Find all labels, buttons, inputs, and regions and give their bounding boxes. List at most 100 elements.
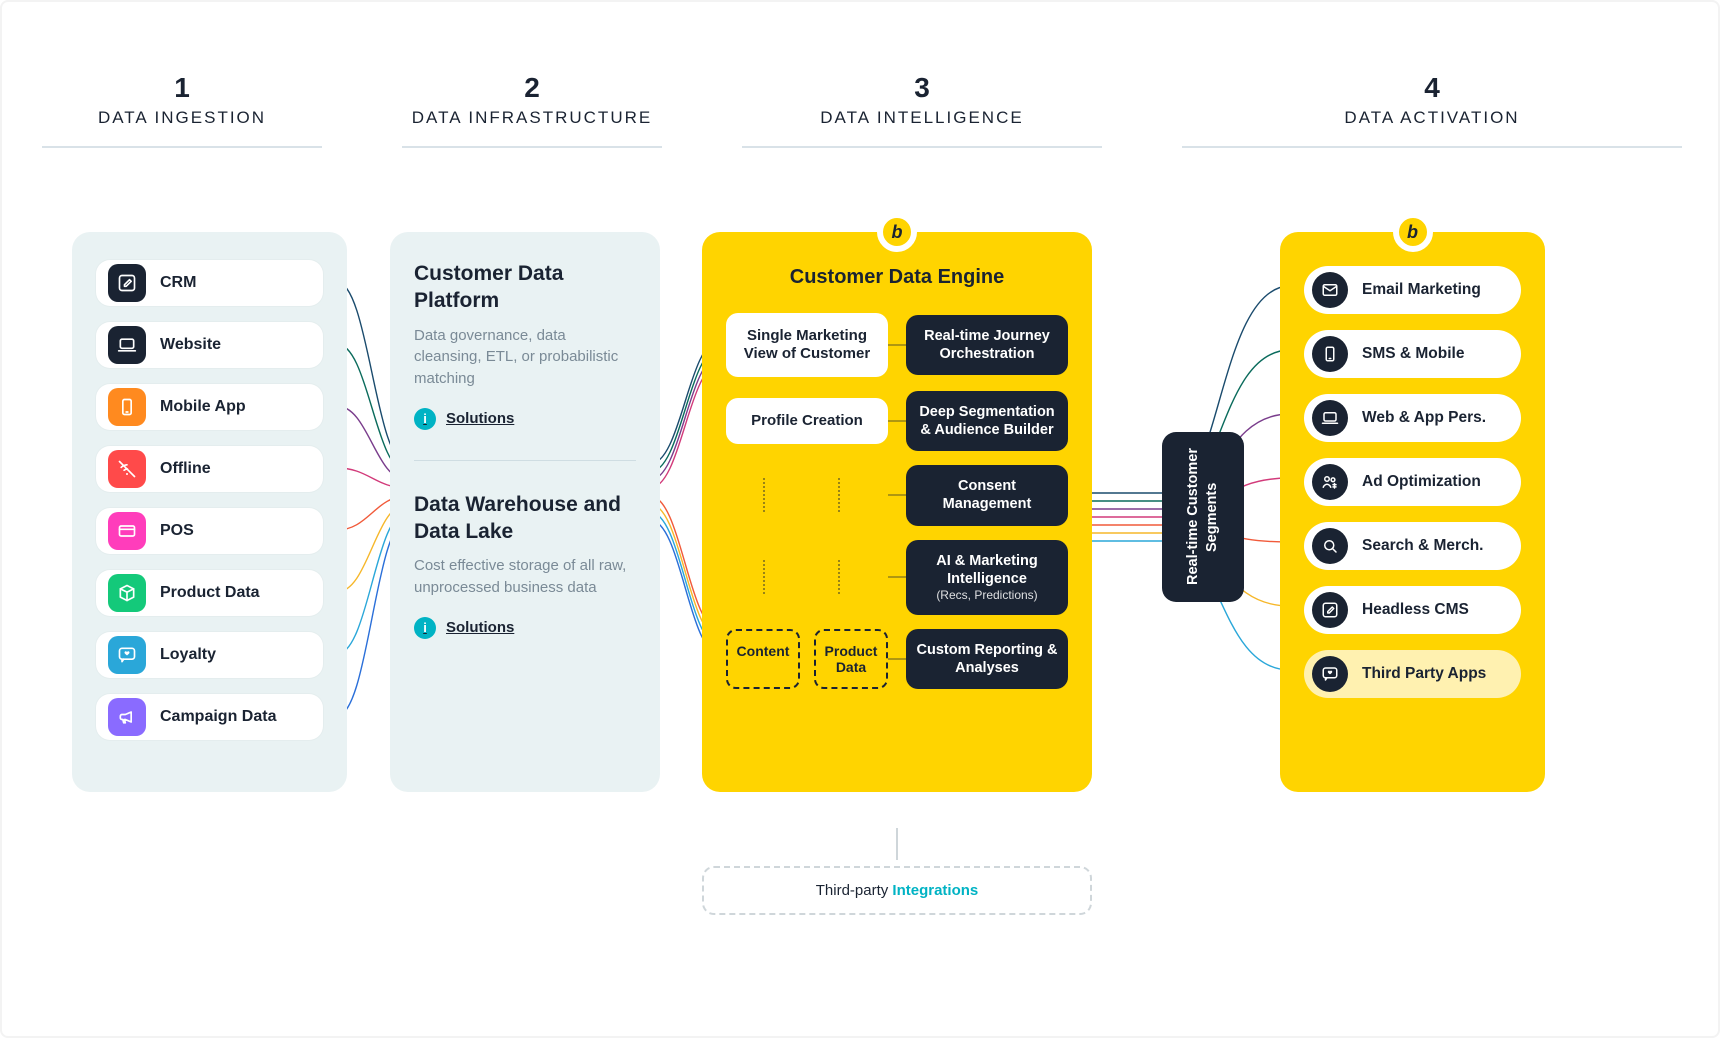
engine-right-box: Deep Segmentation & Audience Builder <box>906 391 1068 451</box>
engine-grid: Single Marketing View of CustomerReal-ti… <box>726 313 1068 689</box>
column-head: 4 DATA ACTIVATION <box>1142 72 1720 162</box>
cdp-solutions-label: Solutions <box>446 410 514 427</box>
activation-channel-label: Search & Merch. <box>1362 537 1483 555</box>
column-rule <box>42 146 322 148</box>
laptop-icon <box>1312 400 1348 436</box>
people-money-icon <box>1312 464 1348 500</box>
ingestion-source-label: Loyalty <box>160 646 216 664</box>
stage-intelligence: b Customer Data Engine Single Marketing … <box>702 232 1092 792</box>
ingestion-source: Campaign Data <box>96 694 323 740</box>
stage-infrastructure: Customer Data Platform Data governance, … <box>390 232 660 792</box>
brand-badge-icon: b <box>1393 212 1433 252</box>
column-label: DATA INFRASTRUCTURE <box>412 108 652 128</box>
laptop-icon <box>108 326 146 364</box>
stage-activation: b Email Marketing SMS & Mobile Web & App… <box>1280 232 1545 792</box>
ingestion-source: Loyalty <box>96 632 323 678</box>
activation-channel: SMS & Mobile <box>1304 330 1521 378</box>
engine-right-box: Custom Reporting & Analyses <box>906 629 1068 689</box>
infra-divider <box>414 460 636 461</box>
column-label: DATA INGESTION <box>98 108 266 128</box>
column-head: 3 DATA INTELLIGENCE <box>702 72 1142 162</box>
column-rule <box>1182 146 1682 148</box>
column-headers: 1 DATA INGESTION 2 DATA INFRASTRUCTURE 3… <box>2 72 1718 162</box>
segments-pill: Real-time Customer Segments <box>1162 432 1244 602</box>
column-rule <box>742 146 1102 148</box>
ingestion-source-label: POS <box>160 522 194 540</box>
activation-channel: Web & App Pers. <box>1304 394 1521 442</box>
activation-channel-label: Headless CMS <box>1362 601 1469 619</box>
activation-channel: Third Party Apps <box>1304 650 1521 698</box>
ingestion-source: Website <box>96 322 323 368</box>
tp-pill: Third-party Integrations <box>702 866 1092 915</box>
engine-connector <box>888 494 906 496</box>
dwh-block: Data Warehouse and Data Lake Cost effect… <box>414 491 636 639</box>
tp-prefix: Third-party <box>816 882 893 899</box>
engine-right-box: Consent Management <box>906 465 1068 525</box>
card-icon <box>108 512 146 550</box>
engine-left-box: Single Marketing View of Customer <box>726 313 888 377</box>
column-number: 4 <box>1424 72 1440 104</box>
ingestion-card: CRM Website Mobile App Offline POS Produ… <box>72 232 347 792</box>
heart-chat-icon <box>1312 656 1348 692</box>
cube-icon <box>108 574 146 612</box>
cdp-block: Customer Data Platform Data governance, … <box>414 260 636 430</box>
info-icon: i <box>414 408 436 430</box>
third-party-integrations: Third-party Integrations <box>702 828 1092 915</box>
cdp-solutions-link[interactable]: i Solutions <box>414 408 636 430</box>
diagram-canvas: 1 DATA INGESTION 2 DATA INFRASTRUCTURE 3… <box>0 0 1720 1038</box>
infrastructure-card: Customer Data Platform Data governance, … <box>390 232 660 792</box>
engine-connector <box>888 344 906 346</box>
search-icon <box>1312 528 1348 564</box>
stage-ingestion: CRM Website Mobile App Offline POS Produ… <box>72 232 347 792</box>
cdp-title: Customer Data Platform <box>414 260 636 315</box>
dwh-solutions-link[interactable]: i Solutions <box>414 617 636 639</box>
column-number: 2 <box>524 72 540 104</box>
column-number: 1 <box>174 72 190 104</box>
engine-dash-box: Content <box>726 629 800 689</box>
engine-dash-box: Product Data <box>814 629 888 689</box>
ingestion-source: Product Data <box>96 570 323 616</box>
activation-channel-label: Third Party Apps <box>1362 665 1486 683</box>
engine-vertical-connector <box>726 560 888 594</box>
edit-square-icon <box>1312 592 1348 628</box>
engine-vertical-connector <box>726 478 888 512</box>
ingestion-source-label: CRM <box>160 274 196 292</box>
phone-icon <box>1312 336 1348 372</box>
column-rule <box>402 146 662 148</box>
ingestion-source-label: Mobile App <box>160 398 246 416</box>
dwh-title: Data Warehouse and Data Lake <box>414 491 636 546</box>
column-label: DATA INTELLIGENCE <box>820 108 1023 128</box>
ingestion-source: Offline <box>96 446 323 492</box>
ingestion-source-label: Website <box>160 336 221 354</box>
phone-icon <box>108 388 146 426</box>
info-icon: i <box>414 617 436 639</box>
engine-dash-row: ContentProduct Data <box>726 629 888 689</box>
edit-square-icon <box>108 264 146 302</box>
engine-connector <box>888 576 906 578</box>
engine-card: b Customer Data Engine Single Marketing … <box>702 232 1092 792</box>
activation-channel-label: Ad Optimization <box>1362 473 1481 491</box>
ingestion-source: CRM <box>96 260 323 306</box>
engine-connector <box>888 658 906 660</box>
activation-channel-label: Email Marketing <box>1362 281 1481 299</box>
activation-card: b Email Marketing SMS & Mobile Web & App… <box>1280 232 1545 792</box>
column-label: DATA ACTIVATION <box>1344 108 1519 128</box>
ingestion-source-label: Campaign Data <box>160 708 276 726</box>
activation-channel-label: SMS & Mobile <box>1362 345 1464 363</box>
tp-link[interactable]: Integrations <box>892 882 978 899</box>
brand-badge-icon: b <box>877 212 917 252</box>
ingestion-source: Mobile App <box>96 384 323 430</box>
wifi-off-icon <box>108 450 146 488</box>
heart-chat-icon <box>108 636 146 674</box>
activation-channel: Email Marketing <box>1304 266 1521 314</box>
ingestion-source-label: Offline <box>160 460 211 478</box>
engine-title: Customer Data Engine <box>726 266 1068 289</box>
engine-left-box: Profile Creation <box>726 398 888 444</box>
activation-channel: Search & Merch. <box>1304 522 1521 570</box>
ingestion-source: POS <box>96 508 323 554</box>
megaphone-icon <box>108 698 146 736</box>
cdp-desc: Data governance, data cleansing, ETL, or… <box>414 325 636 390</box>
engine-right-box: AI & Marketing Intelligence(Recs, Predic… <box>906 540 1068 615</box>
column-head: 1 DATA INGESTION <box>2 72 362 162</box>
dwh-desc: Cost effective storage of all raw, unpro… <box>414 555 636 599</box>
